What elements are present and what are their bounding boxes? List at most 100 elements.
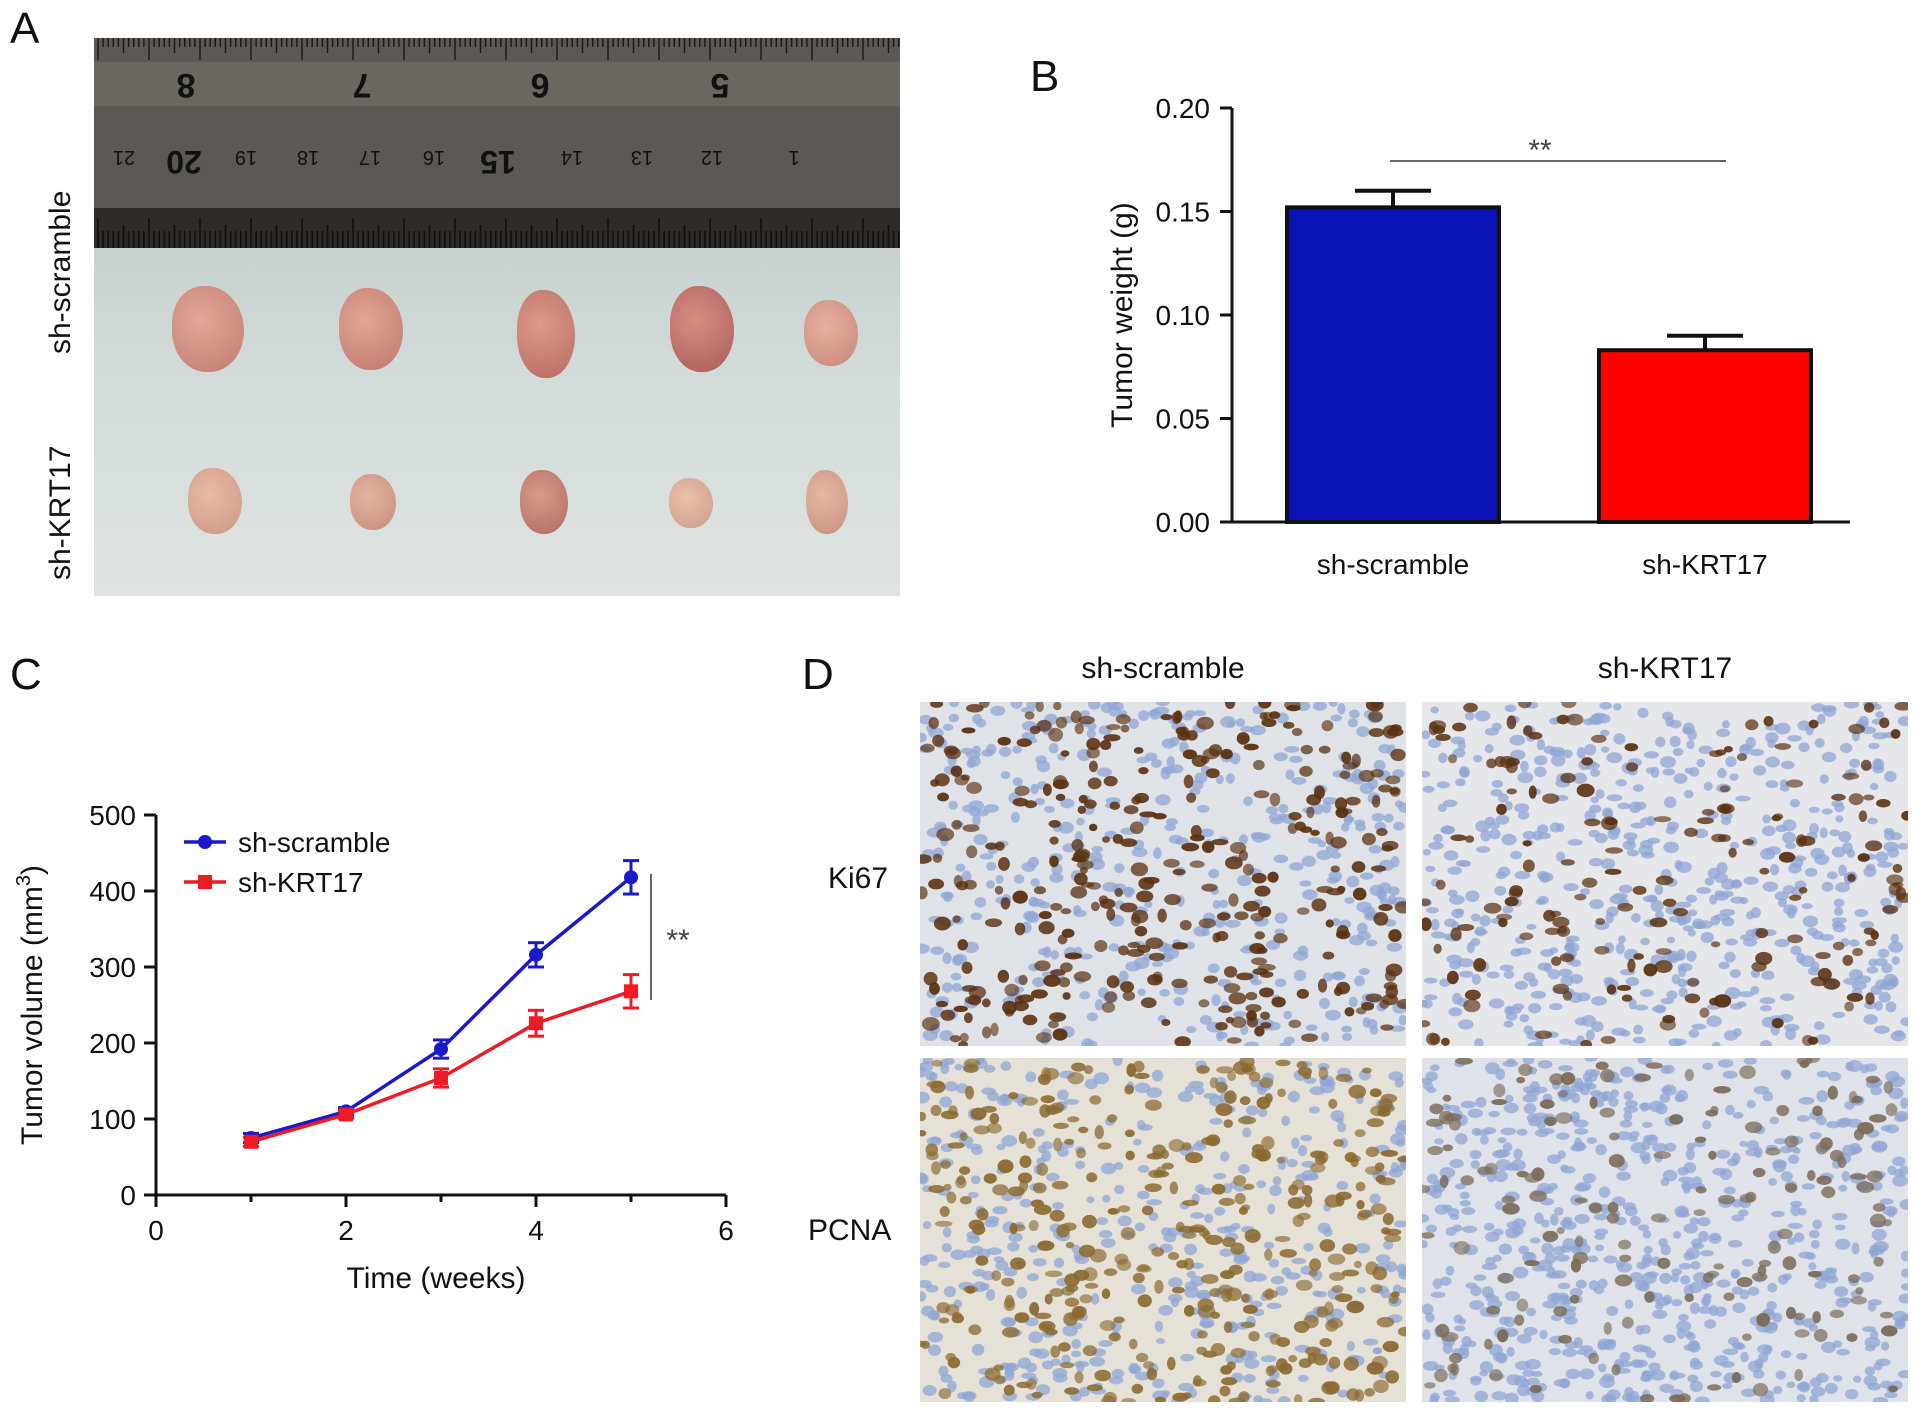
ihc-nucleus-brown [1275, 1059, 1291, 1067]
ihc-nucleus-blue [1470, 937, 1481, 947]
ihc-nucleus-blue [1569, 973, 1583, 985]
ihc-nucleus-blue [922, 1029, 938, 1041]
ihc-nucleus-blue [1832, 1340, 1843, 1348]
ihc-nucleus-blue [1393, 1220, 1406, 1228]
ihc-nucleus-blue [1160, 767, 1171, 780]
ihc-nucleus-brown [1101, 1001, 1116, 1013]
line-chart-x-tick-label: 4 [528, 1215, 544, 1246]
ihc-nucleus-blue [1108, 1376, 1124, 1385]
ihc-nucleus-brown [1037, 1240, 1055, 1251]
ihc-nucleus-blue [1244, 1041, 1260, 1046]
ihc-nucleus-blue [1316, 849, 1332, 861]
ihc-nucleus-blue [1000, 771, 1011, 780]
ihc-nucleus-brown [1330, 865, 1340, 873]
ihc-nucleus-blue [1285, 769, 1295, 780]
ihc-nucleus-blue [1094, 999, 1104, 1011]
ihc-nucleus-blue [1098, 1340, 1113, 1347]
ihc-nucleus-brown [1860, 759, 1872, 771]
ihc-nucleus-brown [1574, 1235, 1584, 1248]
ihc-nucleus-brown [1385, 775, 1401, 785]
ihc-nucleus-brown [1234, 911, 1249, 921]
ihc-nucleus-blue [1892, 1156, 1906, 1167]
ihc-nucleus-blue [1881, 963, 1893, 974]
ihc-nucleus-blue [1220, 716, 1236, 728]
ihc-nucleus-brown [1013, 1224, 1026, 1232]
ihc-nucleus-brown [934, 1220, 953, 1227]
ihc-nucleus-brown [1865, 840, 1883, 852]
ihc-nucleus-brown [1186, 730, 1198, 741]
ihc-nucleus-blue [1086, 1012, 1098, 1022]
ihc-nucleus-brown [1043, 974, 1061, 987]
ihc-nucleus-blue [1434, 1138, 1444, 1145]
ihc-nucleus-blue [1235, 718, 1246, 727]
ihc-nucleus-blue [1131, 847, 1148, 858]
ihc-nucleus-blue [942, 952, 952, 964]
ihc-nucleus-brown [1099, 739, 1112, 751]
ihc-nucleus-blue [1447, 866, 1462, 875]
ihc-nucleus-blue [1432, 1180, 1442, 1193]
ihc-nucleus-brown [1353, 1260, 1362, 1269]
ihc-nucleus-blue [1859, 1271, 1874, 1283]
ihc-nucleus-brown [1172, 1392, 1189, 1402]
ihc-nucleus-blue [1700, 1296, 1710, 1307]
ihc-nucleus-brown [1442, 1094, 1452, 1102]
ihc-nucleus-brown [1238, 1116, 1257, 1125]
ihc-nucleus-blue [1637, 1058, 1653, 1065]
ihc-nucleus-blue [1632, 784, 1644, 792]
ihc-nucleus-brown [1594, 945, 1610, 955]
ihc-nucleus-brown [1321, 720, 1334, 732]
ihc-nucleus-brown [966, 781, 982, 794]
ihc-nucleus-blue [1889, 1076, 1906, 1088]
ihc-nucleus-blue [1780, 1171, 1793, 1182]
ihc-nucleus-brown [1618, 1239, 1632, 1250]
ihc-nucleus-blue [966, 1143, 982, 1150]
ihc-nucleus-brown [1160, 714, 1173, 721]
ihc-nucleus-brown [1756, 1312, 1771, 1327]
ihc-nucleus-blue [1718, 961, 1730, 970]
ihc-nucleus-brown [1238, 1391, 1250, 1402]
ihc-nucleus-brown [1133, 747, 1144, 754]
ihc-nucleus-brown [1736, 753, 1748, 762]
ihc-nucleus-blue [1168, 764, 1184, 774]
ihc-nucleus-blue [1053, 1257, 1065, 1268]
ihc-nucleus-blue [1425, 1224, 1438, 1233]
ihc-nucleus-brown [1370, 1203, 1387, 1215]
ihc-nucleus-blue [1534, 755, 1548, 766]
ihc-nucleus-blue [1266, 1386, 1280, 1394]
ihc-nucleus-brown [1778, 851, 1796, 863]
ihc-nucleus-blue [1523, 1025, 1534, 1035]
ihc-nucleus-brown [1716, 803, 1735, 814]
line-point [529, 947, 543, 962]
ihc-nucleus-brown [1650, 1213, 1667, 1223]
ihc-nucleus-blue [1303, 1242, 1314, 1252]
ihc-nucleus-blue [1497, 1137, 1507, 1144]
ihc-nucleus-brown [1318, 745, 1331, 754]
ihc-nucleus-blue [1645, 1349, 1657, 1359]
ihc-nucleus-blue [1443, 850, 1459, 861]
ihc-nucleus-blue [1762, 881, 1779, 892]
ihc-nucleus-blue [1736, 1001, 1747, 1008]
ihc-nucleus-brown [1319, 1239, 1336, 1252]
ihc-nucleus-brown [1600, 1035, 1616, 1045]
ihc-nucleus-brown [1434, 1368, 1448, 1383]
ihc-nucleus-brown [1335, 1073, 1353, 1083]
ihc-nucleus-blue [1678, 987, 1688, 998]
ihc-nucleus-blue [1192, 1142, 1207, 1151]
ihc-nucleus-blue [1652, 1309, 1668, 1319]
ihc-nucleus-blue [1422, 1213, 1430, 1223]
ihc-nucleus-blue [1643, 1245, 1653, 1254]
ihc-nucleus-blue [1025, 1362, 1037, 1373]
ihc-nucleus-brown [1208, 744, 1223, 757]
ihc-nucleus-brown [1000, 897, 1011, 910]
ihc-nucleus-blue [1041, 1149, 1052, 1162]
ihc-nucleus-blue [1506, 1346, 1515, 1357]
ihc-nucleus-blue [1321, 1031, 1330, 1042]
ihc-nucleus-blue [1867, 817, 1878, 825]
ihc-nucleus-blue [1877, 861, 1893, 868]
ihc-nucleus-brown [1508, 888, 1523, 899]
ihc-nucleus-brown [1464, 835, 1475, 843]
ihc-nucleus-blue [1250, 979, 1263, 986]
ihc-nucleus-blue [1884, 770, 1897, 782]
ihc-nucleus-blue [1537, 871, 1549, 880]
ihc-nucleus-brown [1542, 793, 1560, 804]
